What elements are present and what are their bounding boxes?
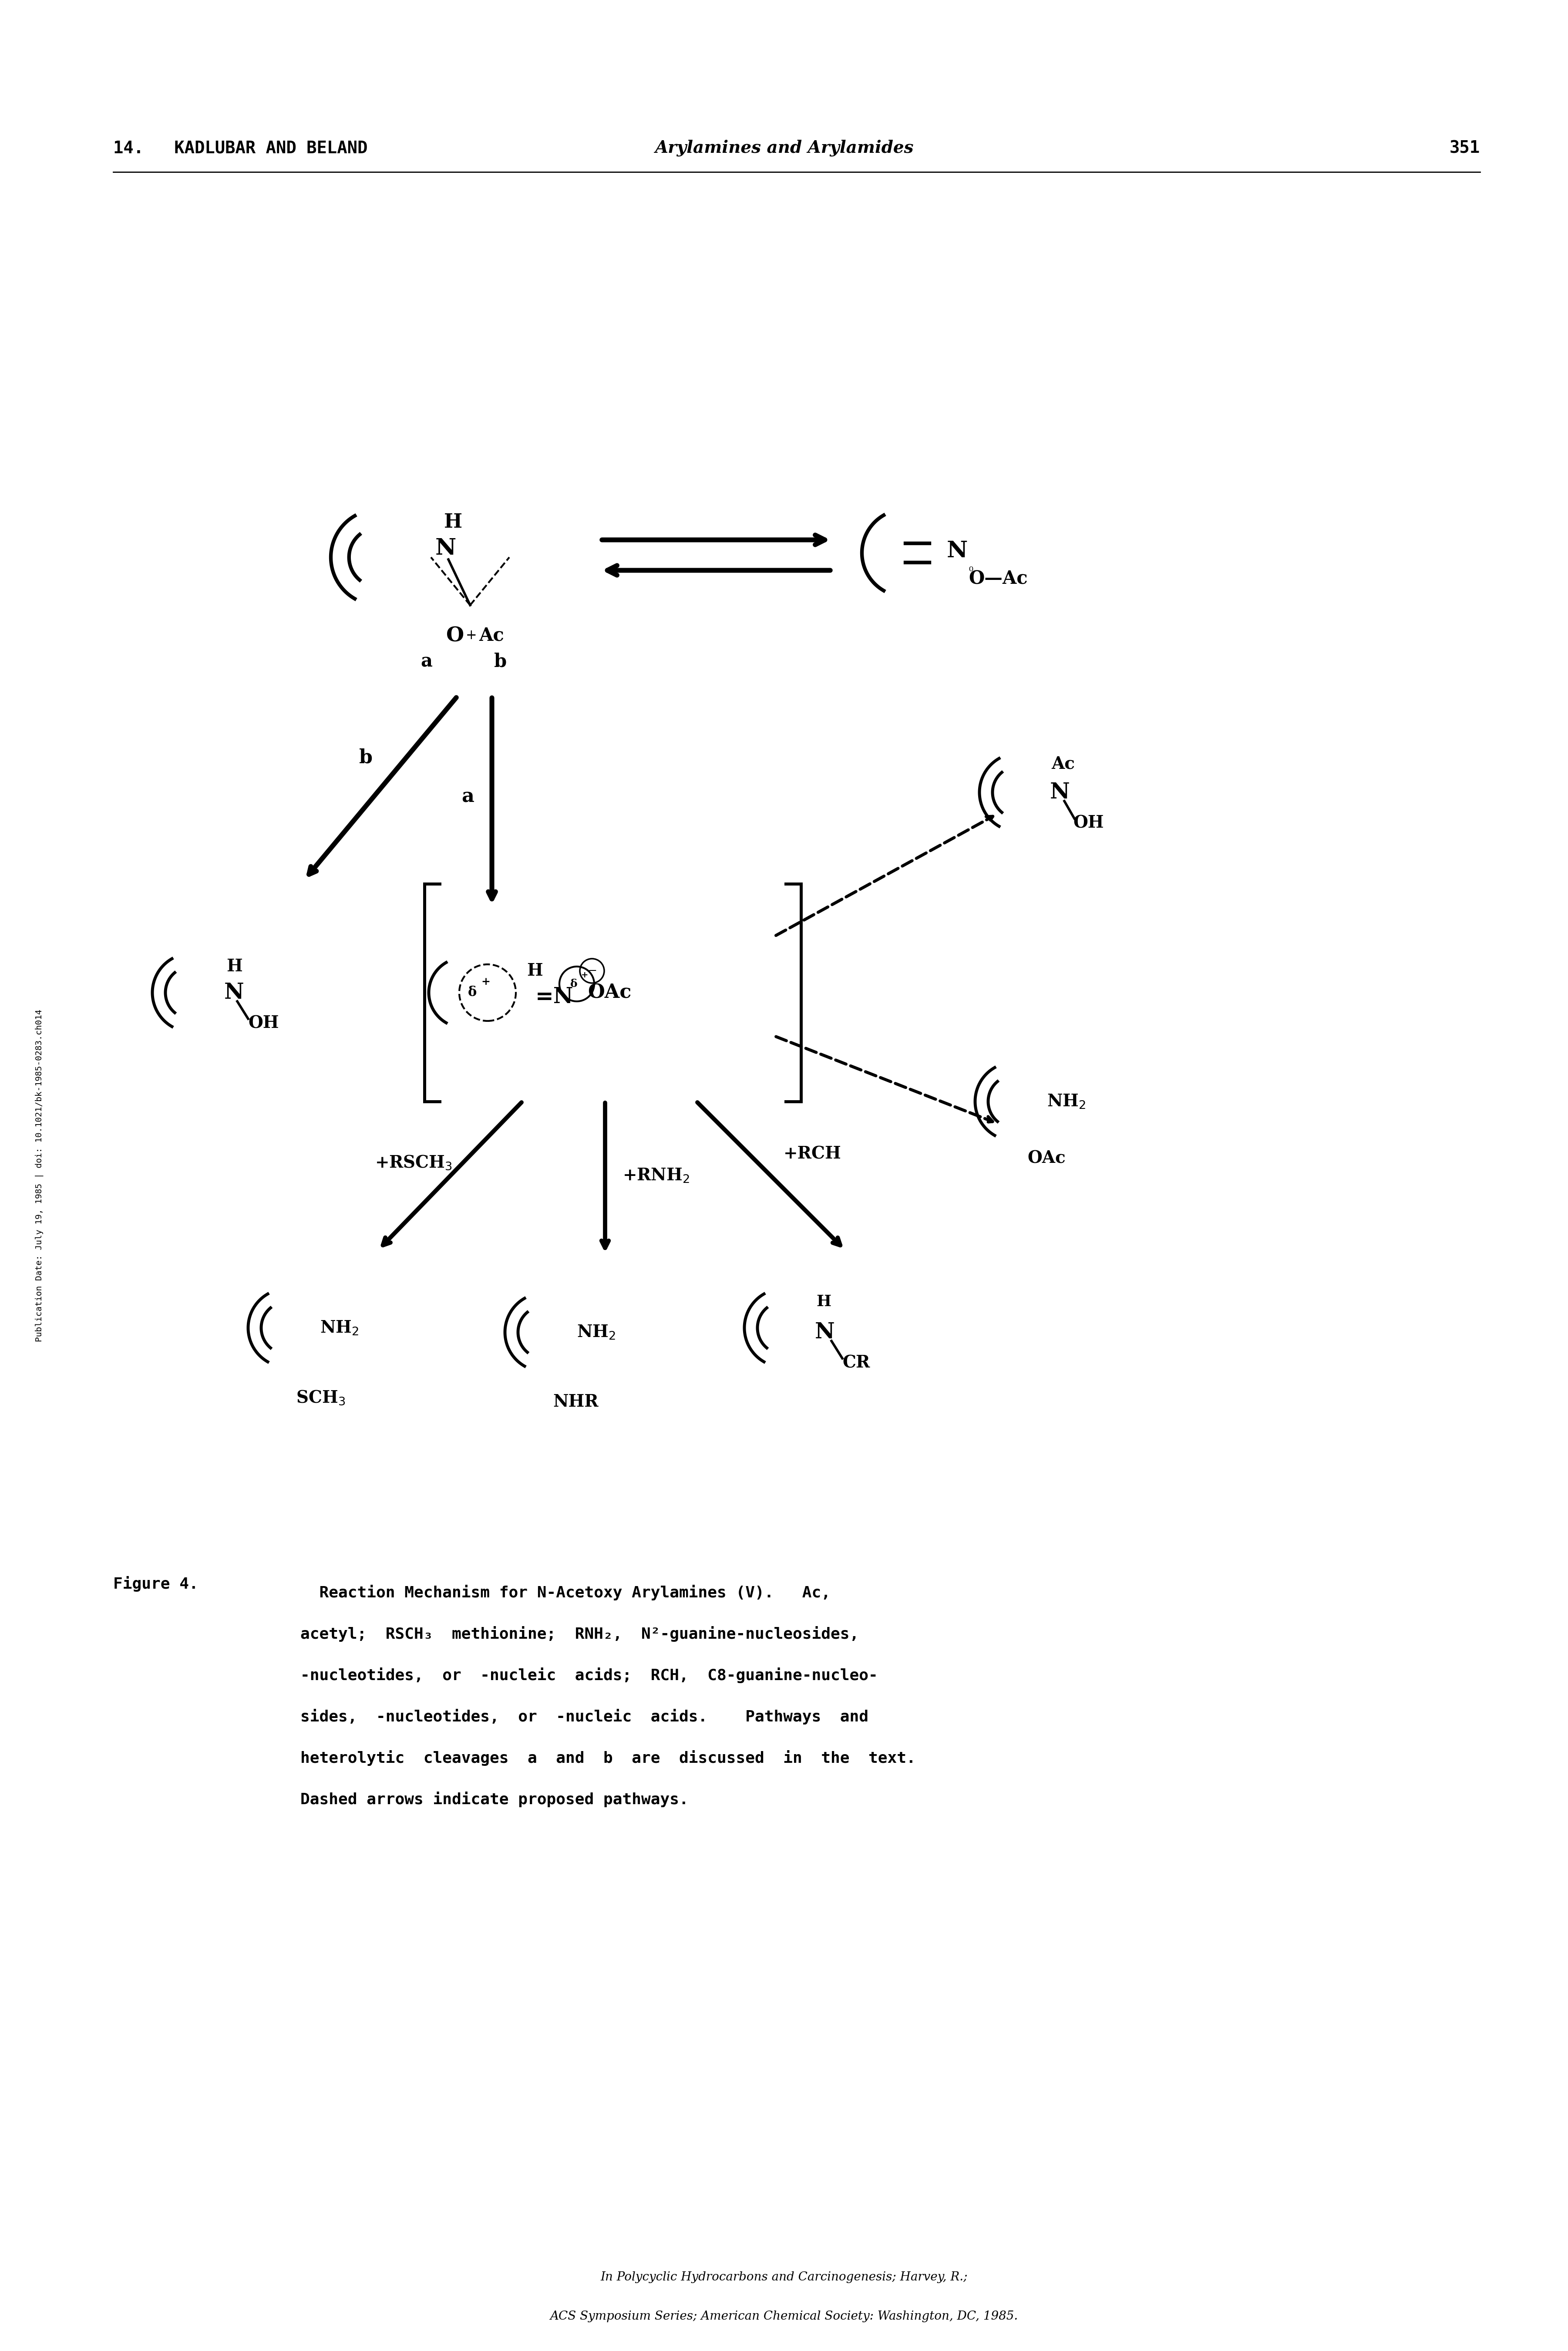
Text: NHR: NHR [554,1394,599,1411]
Text: +RSCH$_3$: +RSCH$_3$ [375,1154,452,1171]
Text: NH$_2$: NH$_2$ [577,1324,616,1340]
Text: δ: δ [571,978,577,990]
Text: N: N [1051,781,1069,804]
Text: N: N [436,538,456,560]
Text: sides,  -nucleotides,  or  -nucleic  acids.    Pathways  and: sides, -nucleotides, or -nucleic acids. … [301,1709,869,1726]
Text: heterolytic  cleavages  a  and  b  are  discussed  in  the  text.: heterolytic cleavages a and b are discus… [301,1749,916,1766]
Text: H: H [226,959,243,976]
Text: N: N [815,1321,834,1342]
Text: O: O [447,625,464,647]
Text: OAc: OAc [588,983,632,1002]
Text: CR: CR [842,1354,870,1371]
Text: +: + [481,976,491,987]
Text: Ac: Ac [1051,755,1074,773]
Text: O—Ac: O—Ac [969,569,1027,588]
Text: +: + [582,971,588,978]
Text: 351: 351 [1449,139,1480,155]
Text: OH: OH [248,1016,279,1032]
Text: In Polycyclic Hydrocarbons and Carcinogenesis; Harvey, R.;: In Polycyclic Hydrocarbons and Carcinoge… [601,2271,967,2283]
Text: OAc: OAc [1027,1150,1066,1166]
Text: N: N [224,983,245,1004]
Text: a: a [461,788,474,806]
Text: δ: δ [467,985,477,999]
Text: ACS Symposium Series; American Chemical Society: Washington, DC, 1985.: ACS Symposium Series; American Chemical … [550,2311,1018,2323]
Text: a: a [420,654,433,670]
Text: H: H [817,1295,831,1310]
Text: N: N [947,541,967,562]
Text: NH$_2$: NH$_2$ [1047,1093,1085,1110]
Text: 14.   KADLUBAR AND BELAND: 14. KADLUBAR AND BELAND [113,139,367,155]
Text: =N: =N [535,987,574,1009]
Text: Figure 4.: Figure 4. [113,1575,199,1592]
Text: acetyl;  RSCH₃  methionine;  RNH₂,  N²-guanine-nucleosides,: acetyl; RSCH₃ methionine; RNH₂, N²-guani… [301,1627,859,1641]
Text: Publication Date: July 19, 1985 | doi: 10.1021/bk-1985-0283.ch014: Publication Date: July 19, 1985 | doi: 1… [34,1009,44,1342]
Text: −: − [588,966,597,976]
Text: +RNH$_2$: +RNH$_2$ [622,1166,690,1185]
Text: NH$_2$: NH$_2$ [320,1319,359,1335]
Text: H: H [527,962,543,978]
Text: +: + [466,630,477,642]
Text: SCH$_3$: SCH$_3$ [296,1389,345,1406]
Text: Dashed arrows indicate proposed pathways.: Dashed arrows indicate proposed pathways… [301,1791,688,1808]
Text: b: b [494,654,506,670]
Text: ₀: ₀ [969,564,972,574]
Text: OH: OH [1073,813,1104,832]
Text: Arylamines and Arylamides: Arylamines and Arylamides [654,139,914,158]
Text: -nucleotides,  or  -nucleic  acids;  RCH,  C8-guanine-nucleo-: -nucleotides, or -nucleic acids; RCH, C8… [301,1667,878,1683]
Text: Ac: Ac [478,625,503,644]
Text: +RCH: +RCH [784,1145,842,1161]
Text: H: H [444,513,463,531]
Text: b: b [359,748,373,766]
Text: Reaction Mechanism for N-Acetoxy Arylamines (V).   Ac,: Reaction Mechanism for N-Acetoxy Arylami… [301,1585,831,1601]
